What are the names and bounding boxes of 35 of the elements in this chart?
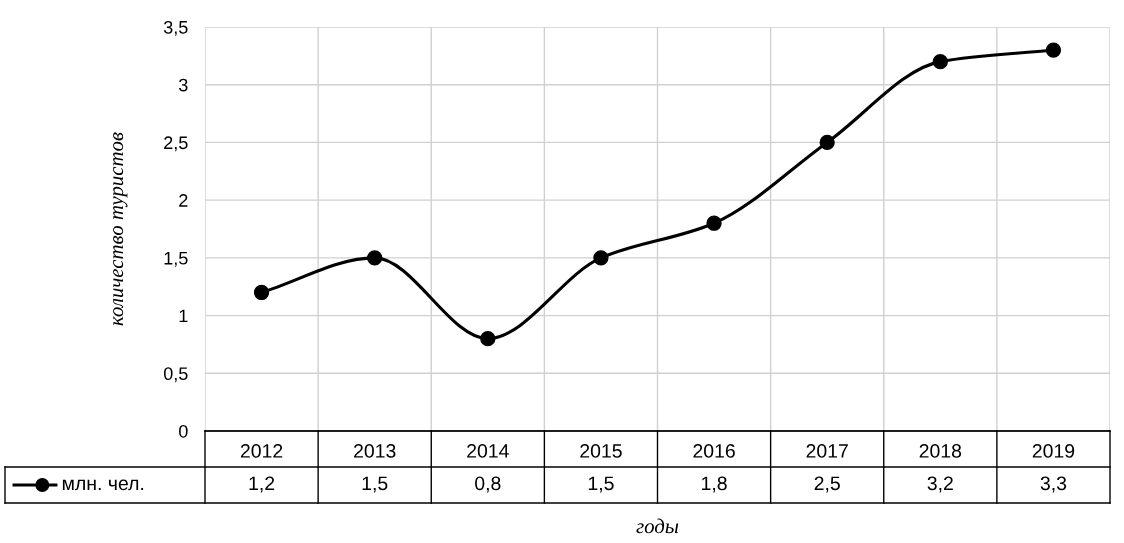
data-label: 1,8 <box>702 476 727 493</box>
y-tick-label: 1 <box>179 309 188 323</box>
y-tick-label: 3 <box>178 78 188 92</box>
point <box>819 134 835 151</box>
y-tick-label: 0 <box>179 424 188 438</box>
y-tick-label: 1,5 <box>164 251 188 267</box>
point <box>932 53 948 70</box>
y-tick-label: 2 <box>179 194 188 207</box>
y-tick-label: 2,5 <box>164 136 188 152</box>
data-label: 1,5 <box>588 476 614 493</box>
x-axis-title: годы <box>636 518 679 534</box>
data-label: 3,2 <box>927 476 953 493</box>
point <box>367 250 383 266</box>
point <box>1045 42 1062 58</box>
y-axis-title: количество туристов <box>113 132 128 326</box>
x-tick-label: 2016 <box>693 444 735 458</box>
x-tick-label: 2017 <box>806 444 848 458</box>
x-tick-label: 2012 <box>240 444 283 458</box>
legend-label: млн. чел. <box>62 479 144 491</box>
x-tick-label: 2019 <box>1032 444 1075 458</box>
y-tick-label: 3,5 <box>163 20 188 36</box>
data-label: 1,5 <box>362 476 388 493</box>
data-label: 3,3 <box>1040 476 1067 493</box>
point <box>480 331 496 347</box>
point <box>593 250 609 266</box>
x-tick-label: 2018 <box>919 444 962 458</box>
x-tick-label: 2015 <box>580 444 622 458</box>
point <box>706 215 722 231</box>
x-tick-label: 2013 <box>354 444 396 458</box>
x-tick-label: 2014 <box>467 444 509 458</box>
data-label: 1,2 <box>249 476 275 493</box>
y-tick-label: 0,5 <box>163 367 188 383</box>
data-label: 2,5 <box>814 476 840 493</box>
data-label: 0,8 <box>475 476 501 493</box>
point <box>253 284 270 301</box>
